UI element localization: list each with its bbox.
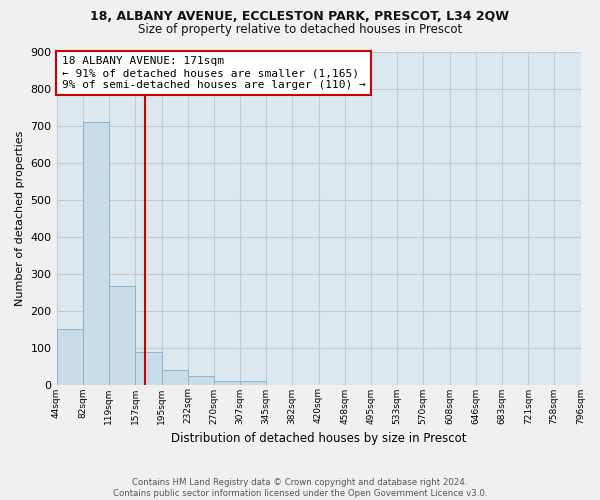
Text: Size of property relative to detached houses in Prescot: Size of property relative to detached ho… [138, 22, 462, 36]
Bar [214, 381, 241, 384]
Bar [188, 376, 214, 384]
Bar [83, 122, 109, 384]
Bar [109, 286, 135, 384]
Text: Contains HM Land Registry data © Crown copyright and database right 2024.
Contai: Contains HM Land Registry data © Crown c… [113, 478, 487, 498]
Bar [56, 329, 83, 384]
Text: 18 ALBANY AVENUE: 171sqm
← 91% of detached houses are smaller (1,165)
9% of semi: 18 ALBANY AVENUE: 171sqm ← 91% of detach… [62, 56, 365, 90]
Bar [162, 370, 188, 384]
Bar [240, 381, 266, 384]
X-axis label: Distribution of detached houses by size in Prescot: Distribution of detached houses by size … [171, 432, 466, 445]
Text: 18, ALBANY AVENUE, ECCLESTON PARK, PRESCOT, L34 2QW: 18, ALBANY AVENUE, ECCLESTON PARK, PRESC… [91, 10, 509, 23]
Bar [135, 352, 162, 384]
Y-axis label: Number of detached properties: Number of detached properties [15, 130, 25, 306]
